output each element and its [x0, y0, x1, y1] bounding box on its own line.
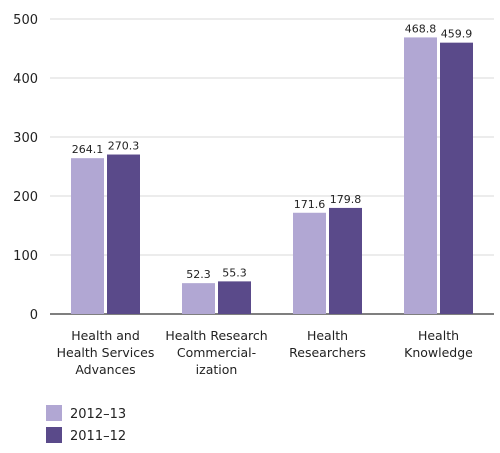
bars [71, 37, 473, 315]
y-tick-label: 400 [13, 72, 38, 87]
data-label: 270.3 [108, 140, 140, 153]
bar [218, 281, 251, 314]
x-category-label: Researchers [289, 345, 366, 360]
x-category-label: Advances [75, 362, 135, 377]
data-label: 179.8 [330, 193, 362, 206]
bar [107, 154, 140, 314]
bar [71, 158, 104, 314]
bar [440, 42, 473, 315]
y-tick-label: 300 [13, 131, 38, 146]
legend-label: 2012–13 [70, 407, 126, 422]
bar [182, 283, 215, 314]
bar [329, 207, 362, 314]
x-category-label: ization [196, 362, 238, 377]
bar [404, 37, 437, 315]
y-tick-label: 0 [30, 308, 38, 323]
legend-label: 2011–12 [70, 429, 126, 444]
x-category-label: Health [307, 328, 348, 343]
y-axis-ticks: 0 100 200 300 400 500 [13, 13, 38, 323]
data-label: 264.1 [72, 143, 104, 156]
x-category-label: Health Research [165, 328, 267, 343]
data-label: 459.9 [441, 28, 473, 41]
x-category-label: Commercial- [177, 345, 256, 360]
x-category-label: Knowledge [404, 345, 473, 360]
x-category-label: Health and [71, 328, 140, 343]
y-tick-label: 500 [13, 13, 38, 28]
legend-swatch [46, 405, 62, 421]
data-label: 55.3 [222, 266, 247, 279]
data-label: 171.6 [294, 198, 326, 211]
x-category-label: Health [418, 328, 459, 343]
y-tick-label: 200 [13, 190, 38, 205]
y-tick-label: 100 [13, 249, 38, 264]
data-labels: 264.1 270.3 52.3 55.3 171.6 179.8 468.8 459.9 [72, 22, 473, 281]
data-label: 468.8 [405, 22, 437, 35]
legend: 2012–13 2011–12 [46, 405, 126, 444]
bar [293, 212, 326, 314]
x-category-label: Health Services [57, 345, 155, 360]
x-axis-category-labels: Health and Health Services Advances Health … [57, 328, 474, 377]
data-label: 52.3 [186, 268, 211, 281]
legend-swatch [46, 427, 62, 443]
